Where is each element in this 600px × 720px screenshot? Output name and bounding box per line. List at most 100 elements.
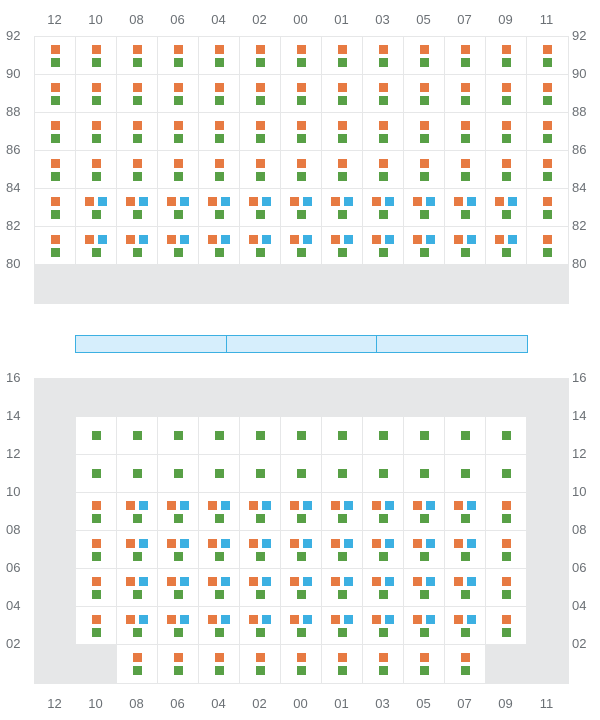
port-orange-icon	[92, 83, 101, 92]
port-green-icon	[461, 590, 470, 599]
port-blue-icon	[344, 577, 353, 586]
grid-row	[35, 379, 568, 417]
slot-cell	[281, 645, 322, 683]
port-orange-icon	[502, 83, 511, 92]
port-orange-icon	[372, 501, 381, 510]
port-green-icon	[461, 514, 470, 523]
port-blue-icon	[180, 539, 189, 548]
slot-cell	[76, 417, 117, 455]
port-blue-icon	[344, 235, 353, 244]
port-orange-icon	[413, 235, 422, 244]
slot-cell	[158, 265, 199, 303]
port-green-icon	[502, 96, 511, 105]
port-blue-icon	[139, 577, 148, 586]
slot-cell	[199, 607, 240, 645]
slot-cell	[240, 113, 281, 151]
port-blue-icon	[385, 577, 394, 586]
column-label: 04	[198, 696, 239, 711]
grid-row	[35, 569, 568, 607]
port-blue-icon	[303, 501, 312, 510]
port-blue-icon	[385, 539, 394, 548]
port-green-icon	[461, 210, 470, 219]
port-orange-icon	[495, 235, 504, 244]
port-green-icon	[92, 172, 101, 181]
port-green-icon	[338, 469, 347, 478]
port-green-icon	[297, 134, 306, 143]
slot-cell	[322, 75, 363, 113]
port-green-icon	[92, 58, 101, 67]
slot-cell	[281, 151, 322, 189]
slot-cell	[158, 531, 199, 569]
port-orange-icon	[92, 45, 101, 54]
port-blue-icon	[262, 197, 271, 206]
port-blue-icon	[426, 197, 435, 206]
port-green-icon	[543, 172, 552, 181]
slot-cell	[445, 75, 486, 113]
port-green-icon	[420, 590, 429, 599]
row-label: 88	[6, 104, 30, 119]
port-green-icon	[543, 58, 552, 67]
port-blue-icon	[262, 501, 271, 510]
port-orange-icon	[331, 539, 340, 548]
port-green-icon	[297, 469, 306, 478]
port-orange-icon	[51, 159, 60, 168]
slot-cell	[322, 455, 363, 493]
port-green-icon	[420, 431, 429, 440]
port-green-icon	[133, 628, 142, 637]
port-orange-icon	[543, 197, 552, 206]
column-label: 08	[116, 12, 157, 27]
port-green-icon	[461, 58, 470, 67]
port-orange-icon	[461, 121, 470, 130]
port-green-icon	[461, 172, 470, 181]
slot-cell	[76, 151, 117, 189]
port-orange-icon	[133, 121, 142, 130]
slot-cell	[199, 417, 240, 455]
port-orange-icon	[256, 83, 265, 92]
port-orange-icon	[461, 159, 470, 168]
slot-cell	[199, 189, 240, 227]
port-blue-icon	[344, 197, 353, 206]
port-orange-icon	[454, 539, 463, 548]
grid-row	[35, 151, 568, 189]
port-orange-icon	[256, 159, 265, 168]
slot-cell	[76, 113, 117, 151]
slot-cell	[199, 379, 240, 417]
slot-cell	[486, 455, 527, 493]
port-blue-icon	[508, 235, 517, 244]
port-orange-icon	[502, 121, 511, 130]
port-green-icon	[543, 134, 552, 143]
port-orange-icon	[51, 121, 60, 130]
slot-cell	[527, 75, 568, 113]
port-green-icon	[338, 210, 347, 219]
slot-cell	[363, 227, 404, 265]
port-green-icon	[461, 552, 470, 561]
port-green-icon	[338, 552, 347, 561]
slot-cell	[76, 569, 117, 607]
slot-cell	[240, 75, 281, 113]
port-blue-icon	[139, 615, 148, 624]
slot-cell	[445, 645, 486, 683]
port-orange-icon	[215, 653, 224, 662]
port-blue-icon	[221, 501, 230, 510]
port-green-icon	[51, 248, 60, 257]
slot-cell	[363, 607, 404, 645]
slot-cell	[199, 113, 240, 151]
port-green-icon	[420, 666, 429, 675]
slot-cell	[117, 227, 158, 265]
slot-cell	[199, 75, 240, 113]
slot-cell	[158, 75, 199, 113]
port-orange-icon	[126, 501, 135, 510]
port-green-icon	[297, 58, 306, 67]
port-blue-icon	[426, 577, 435, 586]
row-label: 04	[6, 598, 30, 613]
port-orange-icon	[249, 615, 258, 624]
port-green-icon	[92, 134, 101, 143]
port-green-icon	[174, 590, 183, 599]
port-green-icon	[133, 666, 142, 675]
port-orange-icon	[85, 197, 94, 206]
port-orange-icon	[174, 45, 183, 54]
port-green-icon	[51, 134, 60, 143]
port-green-icon	[420, 552, 429, 561]
slot-cell	[199, 227, 240, 265]
port-orange-icon	[420, 121, 429, 130]
